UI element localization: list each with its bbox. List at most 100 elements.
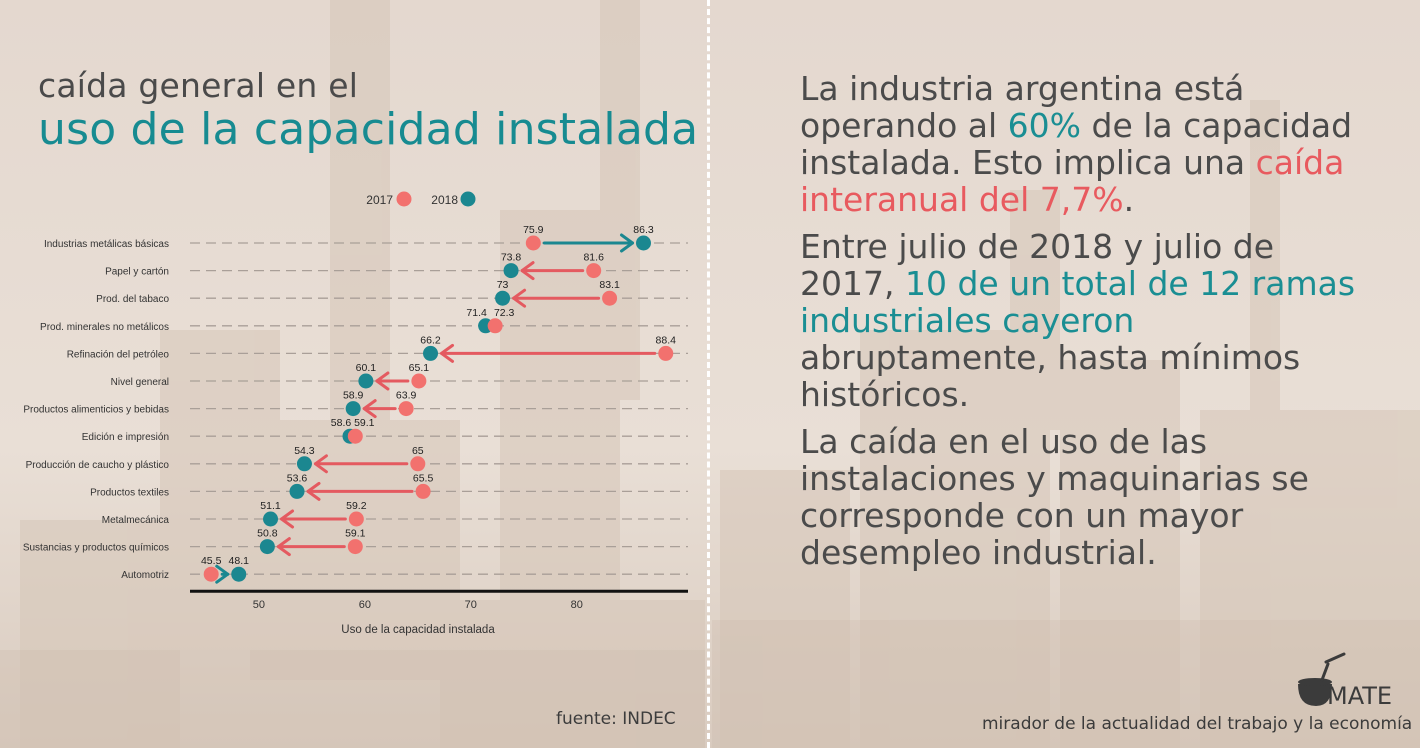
legend-marker-2018 <box>460 191 476 207</box>
change-arrow-head <box>215 564 230 584</box>
chart-row: Producción de caucho y plástico 65 54.3 <box>26 445 688 474</box>
change-arrow-head <box>280 509 295 529</box>
point-2018 <box>296 456 312 472</box>
value-label-2018: 86.3 <box>633 224 654 236</box>
point-2017 <box>347 428 363 444</box>
value-label-2018: 51.1 <box>260 500 281 512</box>
chart-row: Industrias metálicas básicas 75.9 86.3 <box>44 224 688 253</box>
p1-highlight-drop: caída interanual del 7,7% <box>800 143 1345 219</box>
category-label: Metalmecánica <box>102 515 170 526</box>
source-note: fuente: INDEC <box>556 709 676 729</box>
value-label-2017: 65.5 <box>413 472 434 484</box>
value-label-2017: 65 <box>412 445 424 457</box>
point-2017 <box>410 456 426 472</box>
value-label-2018: 71.4 <box>466 307 487 319</box>
point-2017 <box>348 511 364 527</box>
point-2017 <box>525 235 541 251</box>
x-tick-label: 80 <box>571 599 583 611</box>
p1-highlight-percent: 60% <box>1007 106 1082 145</box>
legend-marker-2017 <box>396 191 412 207</box>
point-2018 <box>345 401 361 417</box>
value-label-2018: 53.6 <box>287 472 308 484</box>
value-label-2018: 48.1 <box>229 555 250 567</box>
mate-logo-icon <box>1298 652 1346 706</box>
change-arrow-head <box>276 537 291 557</box>
point-2017 <box>411 373 427 389</box>
dumbbell-chart: 2017 2018 Industrias metálicas básicas 75.… <box>23 191 688 636</box>
chart-row: Productos alimenticios y bebidas 63.9 58.9 <box>23 390 688 419</box>
chart-row: Nivel general 65.1 60.1 <box>111 362 688 391</box>
value-label-2017: 75.9 <box>523 224 544 236</box>
point-2017 <box>415 483 431 499</box>
chart-row: Edición e impresión 59.158.6 <box>82 417 688 444</box>
point-2017 <box>658 345 674 361</box>
category-label: Producción de caucho y plástico <box>26 460 170 471</box>
point-2017 <box>586 263 602 279</box>
point-2018 <box>635 235 651 251</box>
change-arrow-head <box>306 481 321 501</box>
category-label: Papel y cartón <box>105 267 169 278</box>
brand-tagline: mirador de la actualidad del trabajo y l… <box>982 714 1413 734</box>
value-label-2018: 66.2 <box>420 334 441 346</box>
category-label: Prod. del tabaco <box>96 294 169 305</box>
point-2018 <box>259 539 275 555</box>
chart-rows: Industrias metálicas básicas 75.9 86.3 Pape… <box>23 224 688 584</box>
x-tick-label: 60 <box>359 599 371 611</box>
p1-text-c: . <box>1123 180 1135 219</box>
value-label-2017: 65.1 <box>409 362 430 374</box>
point-2018 <box>289 483 305 499</box>
p2-text-a: Entre julio de 2018 y julio de 2017, <box>800 227 1275 303</box>
description-text: La industria argentina está operando al … <box>800 70 1360 581</box>
value-label-2017: 88.4 <box>656 334 677 346</box>
category-label: Refinación del petróleo <box>67 349 170 360</box>
category-label: Productos alimenticios y bebidas <box>23 405 169 416</box>
change-arrow-head <box>619 233 634 253</box>
chart-row: Automotriz 45.5 48.1 <box>121 555 688 584</box>
value-label-2017: 72.3 <box>494 307 515 319</box>
value-label-2017: 63.9 <box>396 390 417 402</box>
category-label: Industrias metálicas básicas <box>44 239 169 250</box>
point-2018 <box>495 290 511 306</box>
point-2018 <box>503 263 519 279</box>
category-label: Prod. minerales no metálicos <box>40 322 169 333</box>
change-arrow-head <box>512 288 527 308</box>
p2-text-b: abruptamente, hasta mínimos históricos. <box>800 338 1301 414</box>
value-label-2018: 50.8 <box>257 528 278 540</box>
change-arrow-head <box>362 399 377 419</box>
x-axis-title: Uso de la capacidad instalada <box>341 624 495 636</box>
chart-row: Prod. del tabaco 83.1 73 <box>96 279 688 308</box>
p1-text-b: de la capacidad instalada. Esto implica … <box>800 106 1353 182</box>
legend-label-2018: 2018 <box>431 193 458 207</box>
value-label-2018: 54.3 <box>294 445 315 457</box>
category-label: Sustancias y productos químicos <box>23 543 169 554</box>
point-2017 <box>398 401 414 417</box>
x-tick-label: 70 <box>465 599 477 611</box>
change-arrow-head <box>313 454 328 474</box>
point-2018 <box>423 345 439 361</box>
category-label: Nivel general <box>111 377 169 388</box>
value-label-2017: 59.1 <box>354 417 375 429</box>
change-arrow-head <box>520 261 535 281</box>
p2-highlight: 10 de un total de 12 ramas industriales … <box>800 264 1356 340</box>
category-label: Productos textiles <box>90 487 169 498</box>
chart-title-big: uso de la capacidad instalada <box>38 104 699 155</box>
category-label: Automotriz <box>121 570 169 581</box>
paragraph-3: La caída en el uso de las instalaciones … <box>800 422 1309 572</box>
legend-label-2017: 2017 <box>366 193 393 207</box>
point-2018 <box>358 373 374 389</box>
paragraph-2: Entre julio de 2018 y julio de 2017, 10 … <box>800 228 1360 413</box>
value-label-2018: 58.6 <box>331 417 352 429</box>
point-2017 <box>347 539 363 555</box>
value-label-2018: 58.9 <box>343 390 364 402</box>
category-label: Edición e impresión <box>82 432 169 443</box>
chart-row: Papel y cartón 81.6 73.8 <box>105 252 688 281</box>
point-2017 <box>487 318 503 334</box>
p1-text-a: La industria argentina está operando al <box>800 69 1245 145</box>
value-label-2017: 81.6 <box>583 252 604 264</box>
panel-divider <box>707 0 710 748</box>
chart-row: Prod. minerales no metálicos 72.3 71.4 <box>40 307 688 334</box>
value-label-2018: 73 <box>497 279 509 291</box>
chart-legend: 2017 2018 <box>366 191 476 207</box>
x-axis: 50 60 70 80 Uso de la capacidad instalada <box>190 589 688 636</box>
value-label-2017: 45.5 <box>201 555 222 567</box>
